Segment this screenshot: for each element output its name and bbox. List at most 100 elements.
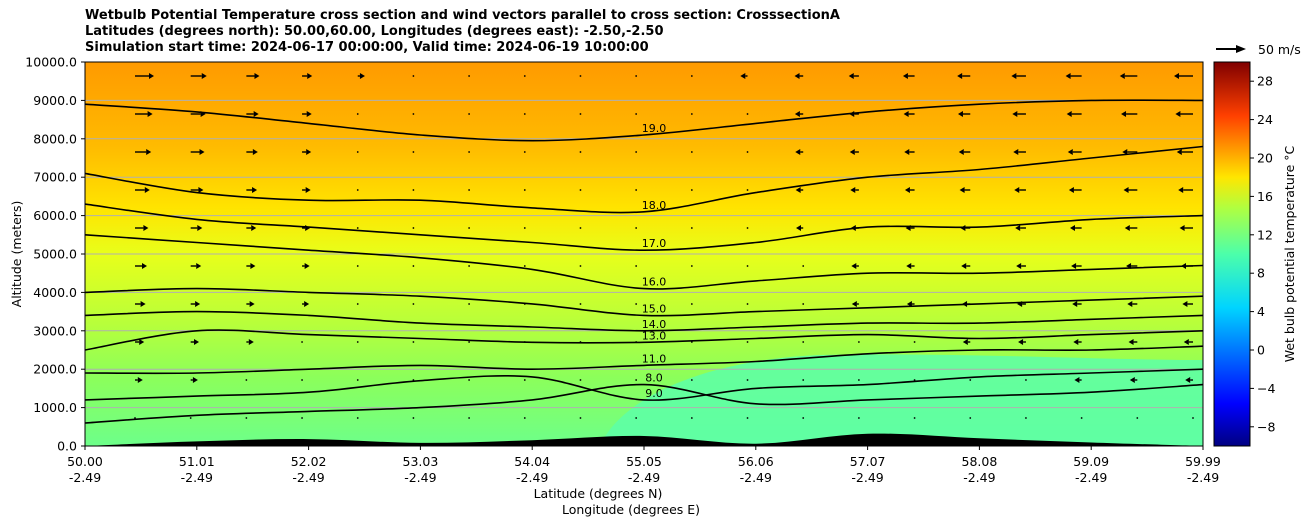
wind-vector	[802, 379, 805, 381]
wind-vector	[635, 379, 638, 381]
wind-vector	[412, 113, 415, 115]
x-tick-lon-label: -2.49	[404, 470, 436, 485]
wind-vector	[579, 75, 582, 77]
colorbar	[1213, 61, 1251, 447]
wind-vector-head	[195, 301, 201, 307]
x-tick-lon-label: -2.49	[292, 470, 324, 485]
y-tick-label: 8000.0	[33, 131, 77, 146]
wind-vector	[356, 151, 359, 153]
wind-vector	[356, 227, 359, 229]
wind-vector	[468, 75, 471, 77]
wind-vector-head	[254, 73, 260, 79]
wind-vector	[746, 189, 749, 191]
wind-vector	[523, 189, 526, 191]
x-tick-lon-label: -2.49	[516, 470, 548, 485]
wind-vector	[356, 379, 359, 381]
y-tick-label: 0.0	[57, 439, 77, 454]
wind-vector-head	[249, 301, 255, 307]
colorbar-tick-label: 24	[1257, 112, 1273, 127]
wind-vector-head	[304, 263, 310, 269]
wind-vector-head	[197, 225, 203, 231]
contour-line	[85, 310, 1203, 332]
wind-vector-head	[740, 73, 746, 79]
contour-line	[85, 345, 1203, 375]
wind-vector	[746, 379, 749, 381]
contour-labels: 19.0 18.0 17.0 16.0 15.0 14.013.0 11.0 9.0 8.0	[642, 122, 667, 400]
wind-vector-head	[1016, 263, 1022, 269]
y-tick-label: 10000.0	[25, 55, 77, 70]
wind-vector-head	[304, 301, 310, 307]
wind-vector-head	[1182, 301, 1188, 307]
wind-vector	[690, 265, 693, 267]
wind-vector-head	[1119, 73, 1125, 79]
contour-label: 18.0	[642, 199, 667, 212]
wind-vector	[579, 417, 582, 419]
x-tick-lat-label: 53.03	[403, 454, 439, 469]
wind-vector	[412, 303, 415, 305]
wind-vector-head	[144, 187, 150, 193]
x-tick-lat-label: 56.06	[738, 454, 774, 469]
wind-vector-head	[253, 111, 259, 117]
wind-vector-head	[906, 263, 912, 269]
wind-vector	[746, 227, 749, 229]
colorbar-tick-label: 0	[1257, 343, 1265, 358]
cool-surface-region	[600, 354, 1203, 446]
wind-vector-head	[851, 301, 857, 307]
wind-vector	[690, 417, 693, 419]
wind-vector-head	[198, 187, 204, 193]
wind-vector	[857, 341, 860, 343]
chart-title-line-2: Latitudes (degrees north): 50.00,60.00, …	[85, 24, 664, 39]
wind-vector-head	[1070, 225, 1075, 231]
wind-vector-head	[1013, 149, 1019, 155]
wind-vector	[412, 227, 415, 229]
contour-line	[85, 368, 1203, 401]
wind-vector-head	[850, 187, 856, 193]
wind-vector-head	[1014, 187, 1020, 193]
wind-vector	[468, 227, 471, 229]
wind-vector	[412, 265, 415, 267]
wind-vector	[1080, 417, 1083, 419]
wind-vector-head	[1124, 225, 1130, 231]
wind-vector	[245, 417, 248, 419]
chart-title-line-1: Wetbulb Potential Temperature cross sect…	[85, 8, 840, 23]
wind-vector	[857, 417, 860, 419]
wind-vector	[690, 75, 693, 77]
wind-vector-head	[848, 73, 854, 79]
y-tick-label: 3000.0	[33, 323, 77, 338]
terrain-profile	[85, 433, 1203, 446]
x-tick-lon-label: -2.49	[181, 470, 213, 485]
wind-vector	[746, 417, 749, 419]
wind-vector-head	[794, 73, 800, 79]
wind-vector-head	[1175, 111, 1181, 117]
wind-vector	[1136, 417, 1139, 419]
x-axis-label-lon: Longitude (degrees E)	[562, 502, 700, 517]
contour-label: 8.0	[645, 372, 663, 385]
wind-vector	[579, 379, 582, 381]
wind-vector	[746, 113, 749, 115]
colorbar-tick-label: 8	[1257, 266, 1265, 281]
wind-vector-head	[1066, 111, 1072, 117]
wind-vector-head	[1068, 187, 1074, 193]
wind-vector	[802, 417, 805, 419]
wind-vector-head	[1015, 225, 1021, 231]
wind-vector-head	[796, 225, 801, 231]
wind-vector	[468, 189, 471, 191]
wind-vector-head	[1121, 111, 1127, 117]
quiver-key-label: 50 m/s	[1258, 42, 1301, 57]
wind-vector-head	[1185, 377, 1191, 383]
wind-vector-head	[1065, 73, 1071, 79]
wind-vector	[635, 265, 638, 267]
wind-vector-head	[1067, 149, 1073, 155]
wind-vector-head	[1073, 339, 1079, 345]
x-tick-lon-label: -2.49	[963, 470, 995, 485]
wind-vector	[412, 151, 415, 153]
wind-vector-head	[1174, 73, 1179, 79]
wind-vector	[969, 379, 972, 381]
y-tick-label: 2000.0	[33, 362, 77, 377]
wind-vector-head	[1072, 301, 1078, 307]
contour-line	[85, 329, 1203, 351]
contour-line	[85, 234, 1203, 290]
wind-vector-head	[1127, 301, 1133, 307]
y-axis-label: Altitude (meters)	[9, 201, 24, 308]
